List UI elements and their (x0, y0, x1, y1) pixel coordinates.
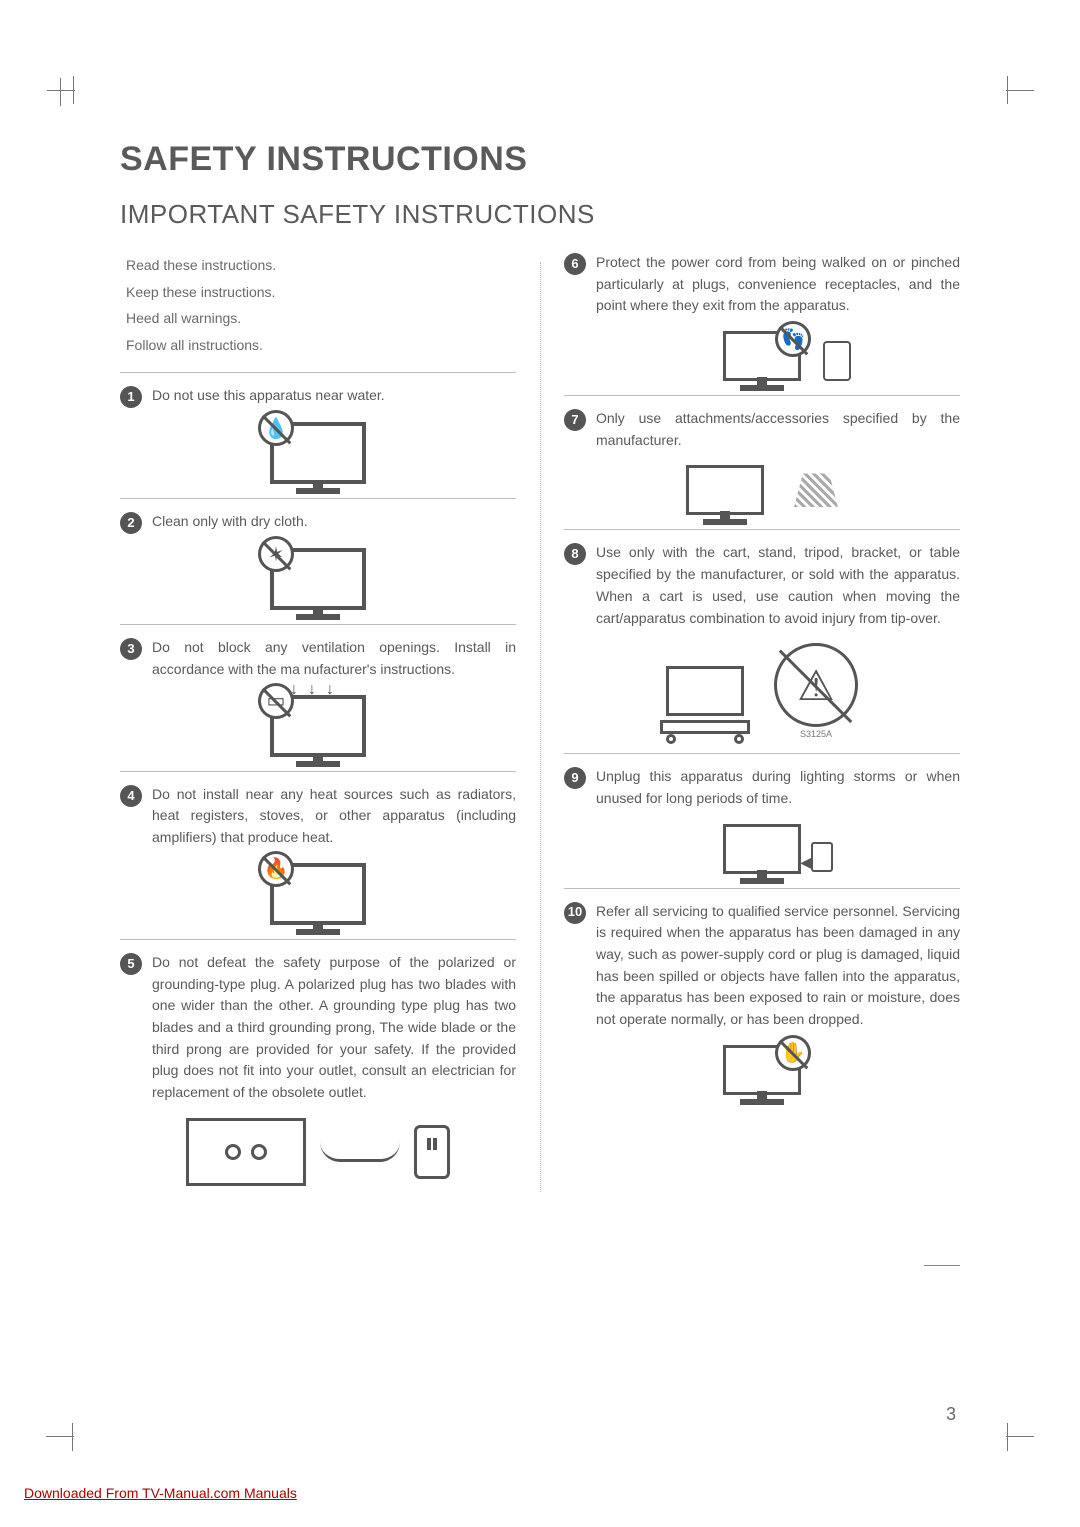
two-column-layout: Read these instructions. Keep these inst… (120, 252, 960, 1192)
rule (564, 529, 960, 530)
illustration-accessories (564, 465, 960, 515)
prohibit-block-icon: ▭ (258, 683, 294, 719)
outlet-icon (414, 1125, 450, 1179)
item-number-badge: 10 (564, 902, 586, 924)
instruction-item: 10 Refer all servicing to qualified serv… (564, 901, 960, 1031)
item-text: Unplug this apparatus during lighting st… (596, 766, 960, 809)
prohibit-step-icon: 👣 (775, 321, 811, 357)
intro-line: Follow all instructions. (126, 332, 516, 359)
item-number-badge: 3 (120, 638, 142, 660)
rule (564, 753, 960, 754)
instruction-item: 2 Clean only with dry cloth. (120, 511, 516, 534)
prohibit-spray-icon: ✶ (258, 536, 294, 572)
item-text: Use only with the cart, stand, tripod, b… (596, 542, 960, 629)
tv-on-cart-icon (666, 666, 744, 716)
tv-icon: ◀ (723, 824, 801, 874)
prohibit-water-icon: 💧 (258, 410, 294, 446)
illustration-service: ✋ (564, 1045, 960, 1095)
instruction-item: 1 Do not use this apparatus near water. (120, 385, 516, 408)
illustration-cart: ⚠ S3125A (564, 643, 960, 739)
item-text: Do not block any ventilation openings. I… (152, 637, 516, 680)
item-text: Clean only with dry cloth. (152, 511, 308, 534)
page-title: SAFETY INSTRUCTIONS (120, 140, 960, 179)
cart-tipover-warning-icon: ⚠ (774, 643, 858, 727)
cart-warning-label: S3125A (774, 729, 858, 739)
crop-mark-br (992, 1421, 1020, 1449)
intro-line: Read these instructions. (126, 252, 516, 279)
crop-mark-tl (60, 78, 88, 106)
instruction-item: 3 Do not block any ventilation openings.… (120, 637, 516, 680)
outlet-small-icon (811, 842, 833, 872)
instruction-item: 9 Unplug this apparatus during lighting … (564, 766, 960, 809)
instruction-item: 4 Do not install near any heat sources s… (120, 784, 516, 849)
instruction-item: 8 Use only with the cart, stand, tripod,… (564, 542, 960, 629)
item-text: Refer all servicing to qualified service… (596, 901, 960, 1031)
left-column: Read these instructions. Keep these inst… (120, 252, 540, 1192)
illustration-cord: 👣 (564, 331, 960, 381)
instruction-item: 6 Protect the power cord from being walk… (564, 252, 960, 317)
rule (564, 888, 960, 889)
item-number-badge: 8 (564, 543, 586, 565)
item-text: Only use attachments/accessories specifi… (596, 408, 960, 451)
prohibit-diy-icon: ✋ (775, 1035, 811, 1071)
illustration-cloth: ✶ (120, 548, 516, 610)
item-text: Do not install near any heat sources suc… (152, 784, 516, 849)
item-number-badge: 1 (120, 386, 142, 408)
cable-icon (320, 1142, 400, 1162)
illustration-plug (120, 1118, 516, 1186)
intro-block: Read these instructions. Keep these inst… (120, 252, 516, 358)
tv-icon: ✶ (270, 548, 366, 610)
wall-outlet-icon (823, 341, 851, 381)
unplug-arrow-icon: ◀ (800, 854, 811, 871)
item-number-badge: 2 (120, 512, 142, 534)
download-source-link[interactable]: Downloaded From TV-Manual.com Manuals (24, 1485, 297, 1501)
plug-face-icon (186, 1118, 306, 1186)
column-divider (540, 262, 541, 1192)
page-content: SAFETY INSTRUCTIONS IMPORTANT SAFETY INS… (120, 140, 960, 1407)
tv-icon: ✋ (723, 1045, 801, 1095)
rule (564, 395, 960, 396)
illustration-unplug: ◀ (564, 824, 960, 874)
item-text: Protect the power cord from being walked… (596, 252, 960, 317)
tv-icon (686, 465, 764, 515)
rule (120, 624, 516, 625)
rule (120, 498, 516, 499)
page-subtitle: IMPORTANT SAFETY INSTRUCTIONS (120, 199, 960, 230)
tv-with-outlet-icon: 👣 (723, 331, 801, 381)
tv-icon: 🔥 (270, 863, 366, 925)
prohibit-heat-icon: 🔥 (258, 851, 294, 887)
item-number-badge: 5 (120, 953, 142, 975)
intro-line: Heed all warnings. (126, 305, 516, 332)
airflow-arrows-icon: ↓↓↓ (290, 681, 334, 699)
tv-icon: 💧 (270, 422, 366, 484)
tv-icon: ↓↓↓ ▭ (270, 695, 366, 757)
item-number-badge: 4 (120, 785, 142, 807)
instruction-item: 7 Only use attachments/accessories speci… (564, 408, 960, 451)
crop-mark-tr (992, 78, 1020, 106)
page-number: 3 (946, 1404, 956, 1425)
item-number-badge: 6 (564, 253, 586, 275)
rule (120, 939, 516, 940)
illustration-heat: 🔥 (120, 863, 516, 925)
right-column: 6 Protect the power cord from being walk… (540, 252, 960, 1192)
item-text: Do not use this apparatus near water. (152, 385, 385, 408)
accessory-icon (794, 473, 838, 507)
rule (120, 372, 516, 373)
instruction-item: 5 Do not defeat the safety purpose of th… (120, 952, 516, 1104)
item-number-badge: 9 (564, 767, 586, 789)
illustration-water: 💧 (120, 422, 516, 484)
item-number-badge: 7 (564, 409, 586, 431)
crop-mark-bl (60, 1421, 88, 1449)
illustration-ventilation: ↓↓↓ ▭ (120, 695, 516, 757)
margin-rule (924, 1265, 960, 1266)
rule (120, 771, 516, 772)
intro-line: Keep these instructions. (126, 279, 516, 306)
item-text: Do not defeat the safety purpose of the … (152, 952, 516, 1104)
